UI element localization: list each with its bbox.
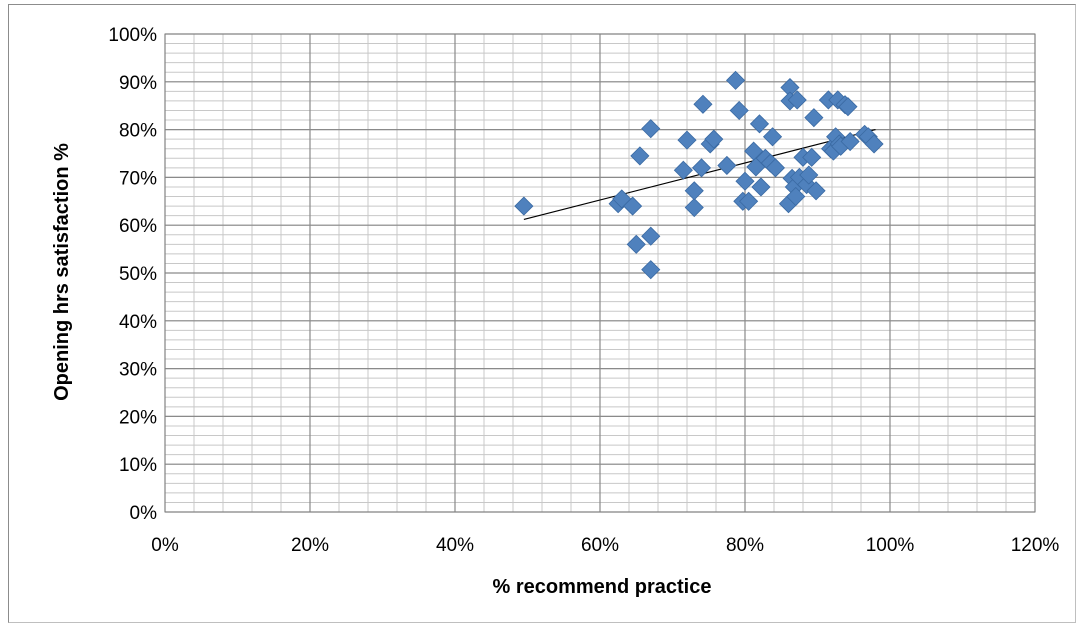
x-tick-label: 100% (866, 535, 915, 556)
y-tick-label: 10% (119, 455, 157, 476)
y-tick-label: 30% (119, 360, 157, 381)
data-point (677, 130, 697, 150)
x-axis-title: % recommend practice (493, 576, 712, 598)
y-tick-label: 90% (119, 73, 157, 94)
data-point (838, 97, 858, 117)
y-axis-title: Opening hrs satisfaction % (51, 143, 73, 401)
data-point (786, 186, 806, 207)
data-point (804, 108, 824, 128)
y-tick-label: 60% (119, 216, 157, 237)
data-point (749, 114, 770, 134)
data-point (864, 134, 884, 154)
x-tick-labels: 0% 20% 40% 60% 80% 100% 120% (151, 535, 1059, 556)
data-point (735, 171, 755, 191)
data-point (717, 155, 737, 176)
data-point (840, 131, 860, 152)
major-gridlines (164, 33, 1036, 513)
data-point (641, 226, 661, 246)
data-point (693, 94, 713, 114)
data-point (806, 181, 826, 201)
data-point (726, 70, 746, 90)
data-point (704, 129, 724, 149)
data-point (641, 119, 661, 139)
data-point (684, 197, 704, 218)
x-tick-label: 20% (291, 535, 329, 556)
data-point (630, 146, 650, 166)
data-point (626, 234, 646, 254)
x-tick-label: 60% (581, 535, 619, 556)
y-tick-label: 0% (130, 503, 158, 524)
data-point (641, 260, 661, 280)
data-point (762, 127, 783, 147)
data-point (673, 160, 693, 180)
plot-area-border (164, 33, 1036, 513)
data-point (691, 158, 712, 178)
y-tick-label: 20% (119, 407, 157, 428)
data-point (739, 191, 759, 211)
data-point (787, 90, 807, 110)
data-point (799, 165, 819, 185)
data-point (514, 196, 534, 216)
data-point (623, 196, 643, 216)
data-point (684, 181, 704, 201)
y-tick-labels: 0% 10% 20% 30% 40% 50% 60% 70% 80% 90% 100% (108, 25, 157, 524)
data-point (802, 147, 822, 167)
y-tick-label: 80% (119, 121, 157, 142)
y-tick-label: 70% (119, 168, 157, 189)
x-tick-label: 80% (726, 535, 764, 556)
y-tick-label: 100% (108, 25, 157, 46)
x-tick-label: 0% (151, 535, 179, 556)
data-point (751, 177, 771, 197)
y-tick-label: 40% (119, 312, 157, 333)
data-point (729, 100, 749, 121)
data-point (765, 158, 786, 178)
x-tick-label: 40% (436, 535, 474, 556)
data-points (514, 70, 884, 280)
x-tick-label: 120% (1011, 535, 1060, 556)
y-tick-label: 50% (119, 264, 157, 285)
